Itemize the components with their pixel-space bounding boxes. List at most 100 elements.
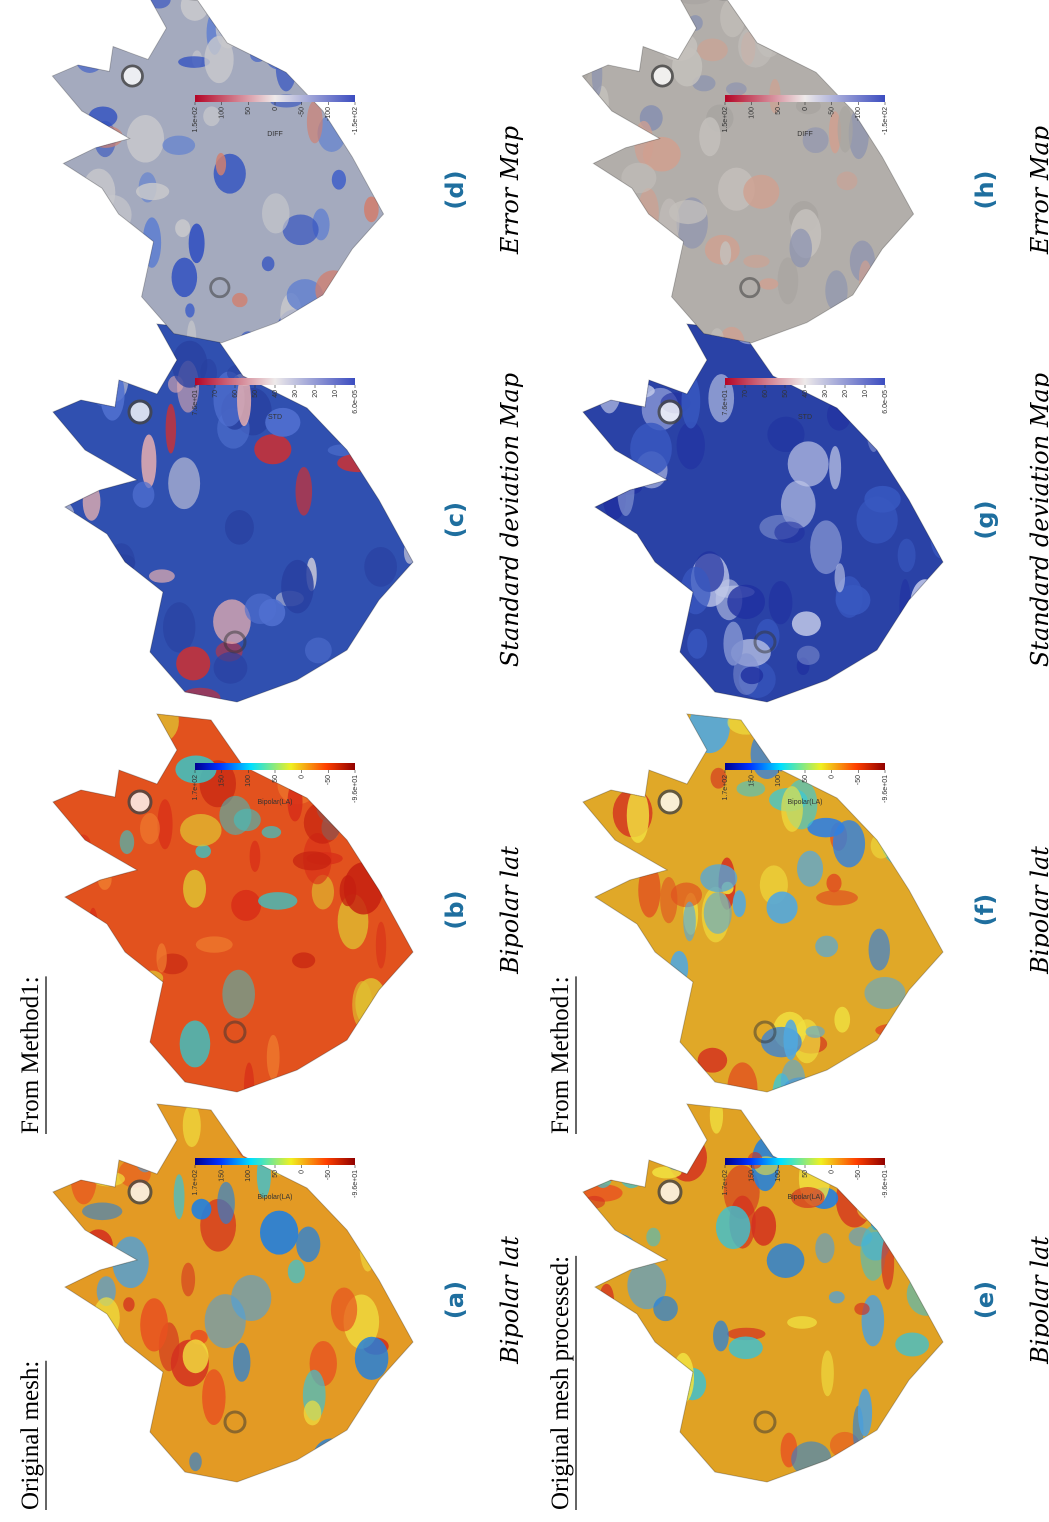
mesh-blotch [70, 1151, 97, 1205]
mesh-blotch [119, 830, 135, 855]
mesh-hole [657, 399, 683, 425]
mesh-blotch [311, 1438, 351, 1482]
mesh-blotch [236, 1132, 267, 1160]
mesh-blotch [304, 637, 332, 664]
mesh-hole [120, 64, 144, 88]
colorbar-tick-label: 1.7e+02 [192, 1170, 199, 1196]
colorbar-tick-label: 0 [272, 107, 279, 111]
mesh-blotch [258, 892, 298, 910]
mesh-blotch [108, 282, 125, 302]
colorbar-tick-label: -9.6e+01 [352, 1170, 359, 1198]
mesh-blotch [182, 1339, 209, 1374]
mesh-blotch [183, 869, 207, 908]
mesh-blotch [148, 569, 175, 583]
colorbar-tick-label: 100 [245, 775, 252, 787]
mesh-blotch [766, 891, 798, 924]
mesh-blotch [362, 371, 381, 403]
panel-label: (e) [971, 1281, 999, 1319]
mesh-blotch [781, 786, 803, 832]
mesh-blotch [68, 1137, 108, 1163]
colorbar-title: DIFF [797, 131, 813, 138]
mesh-blotch [582, 304, 613, 343]
mesh-blotch [617, 461, 635, 516]
colorbar-tick-label: 0 [802, 107, 809, 111]
mesh-blotch [123, 1297, 135, 1312]
colorbar-tick-label: 0 [299, 1170, 306, 1174]
colorbar-tick-label: -100 [325, 107, 332, 121]
mesh-blotch [315, 270, 352, 310]
mesh-blotch [637, 986, 671, 1000]
mesh-blotch [858, 260, 872, 296]
mesh-blotch [653, 1296, 678, 1322]
mesh-blotch [586, 556, 606, 573]
colorbar-tick-label: 70 [742, 390, 749, 398]
colorbar-tick-label: 1.5e+02 [192, 107, 199, 133]
mesh-blotch [787, 441, 829, 487]
colorbar-tick-label: 6.0e-05 [882, 390, 889, 414]
mesh-blotch [296, 1226, 321, 1263]
mesh-blotch [375, 921, 387, 969]
mesh-blotch [909, 579, 941, 634]
mesh-blotch [393, 366, 406, 418]
mesh-blotch [351, 301, 370, 343]
colorbar-tick-label: -100 [855, 107, 862, 121]
mesh-blotch [331, 0, 348, 20]
mesh-blotch [53, 331, 79, 350]
mesh-blotch [123, 1435, 161, 1482]
mesh-blotch [670, 882, 703, 908]
mesh-blotch [797, 7, 810, 52]
mesh-blotch [82, 1202, 123, 1221]
mesh-blotch [582, 36, 591, 86]
mesh-blotch [364, 196, 379, 223]
mesh-blotch [727, 584, 766, 620]
mesh-blotch [330, 1287, 358, 1332]
mesh-blotch [642, 136, 681, 172]
mesh-blotch [908, 1189, 921, 1234]
mesh-blotch [638, 1413, 678, 1455]
mesh-blotch [129, 338, 141, 377]
mesh-blotch [268, 0, 306, 11]
mesh-blotch [108, 301, 136, 339]
mesh-blotch [306, 11, 325, 31]
colorbar-tick-label: -9.6e+01 [882, 1170, 889, 1198]
mesh-hole [223, 630, 247, 654]
mesh-blotch [285, 1111, 314, 1153]
mesh-blotch [287, 1259, 305, 1284]
mesh-blotch [583, 442, 589, 499]
mesh-blotch [178, 56, 210, 68]
mesh-hole [753, 630, 777, 654]
mesh-blotch [343, 862, 384, 915]
mesh-hole [127, 399, 153, 425]
mesh-blotch [659, 1119, 693, 1171]
mesh-blotch [743, 254, 770, 268]
mesh-blotch [864, 977, 906, 1010]
mesh-blotch [774, 521, 805, 544]
mesh-blotch [327, 444, 362, 457]
mesh-blotch [130, 231, 146, 256]
mesh-blotch [39, 912, 52, 929]
mesh-blotch [582, 27, 596, 42]
mesh-blotch [53, 1117, 77, 1161]
mesh-blotch [82, 483, 101, 521]
mesh-blotch [815, 935, 839, 958]
mesh-blotch [836, 171, 858, 191]
mesh-blotch [896, 1150, 921, 1204]
mesh-blotch [66, 720, 78, 741]
mesh-blotch [261, 256, 275, 272]
mesh-blotch [230, 1104, 266, 1139]
mesh-blotch [873, 268, 889, 309]
mesh-blotch [589, 842, 603, 877]
mesh-blotch [860, 1225, 886, 1281]
colorbar-tick-label: 50 [802, 1170, 809, 1178]
mesh-blotch [728, 1336, 763, 1360]
colorbar-title: Bipolar(LA) [257, 1194, 292, 1201]
mesh-blotch [250, 47, 266, 63]
colorbar-tick-label: 40 [272, 390, 279, 398]
mesh-blotch [70, 0, 97, 19]
mesh-blotch [590, 189, 612, 221]
mesh-blotch [232, 714, 258, 723]
mesh-blotch [259, 1210, 299, 1255]
mesh-blotch [52, 14, 69, 56]
mesh-blotch [122, 1008, 147, 1041]
